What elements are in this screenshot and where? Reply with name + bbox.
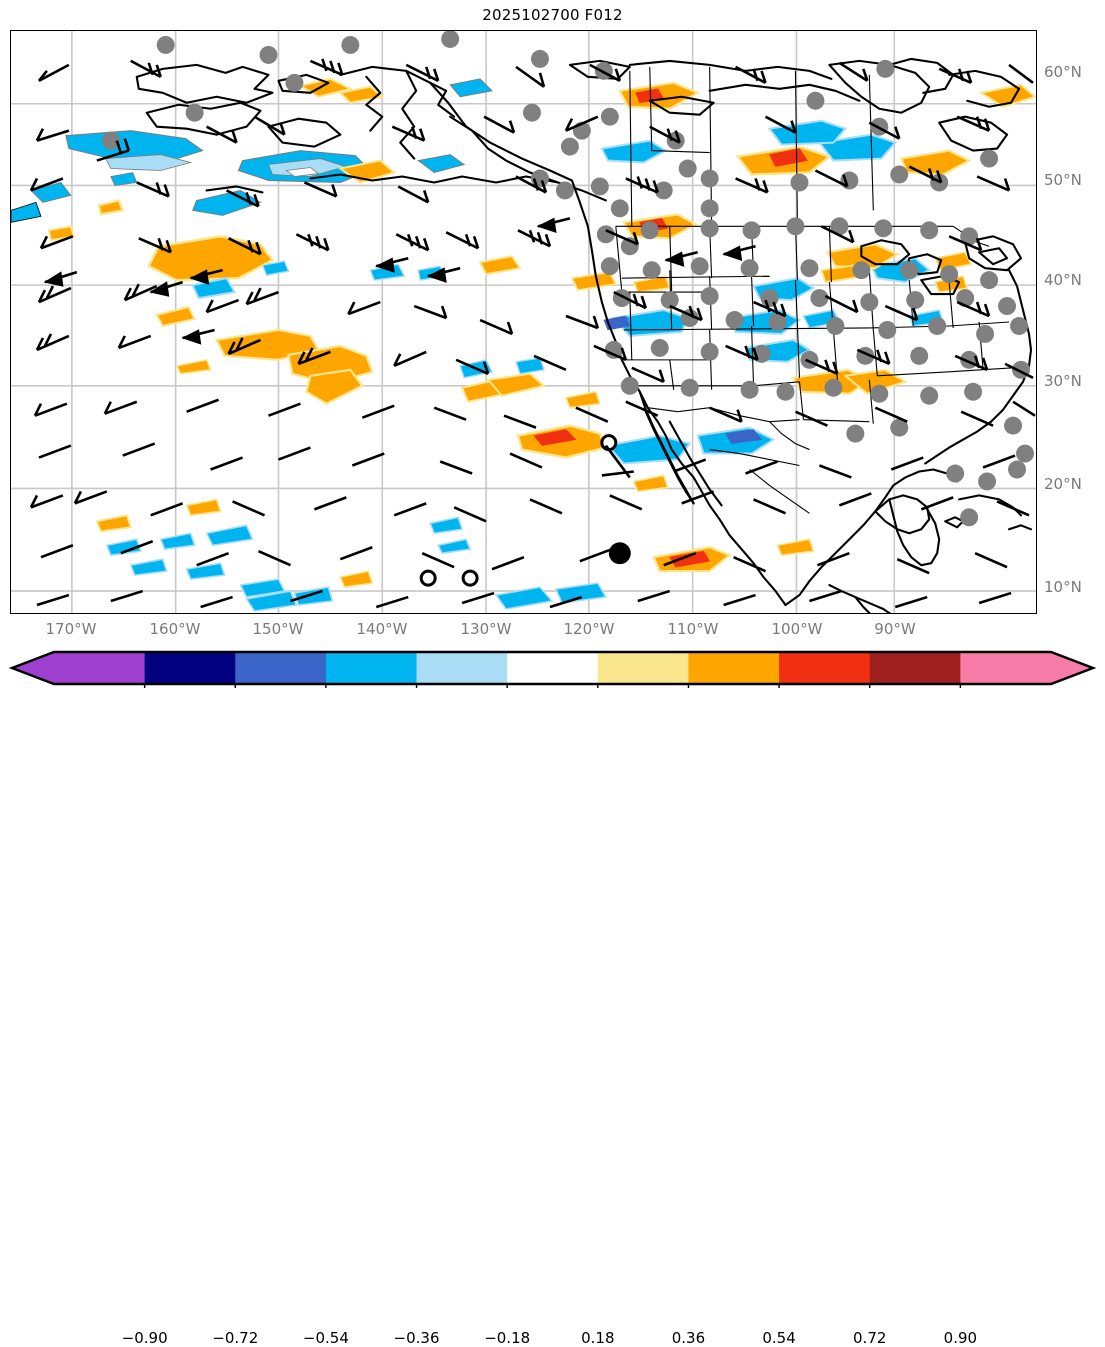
lat-label-20n: 20°N [1044,475,1082,493]
map-canvas [11,31,1036,613]
colorbar-tick-label: −0.90 [121,1329,168,1347]
lon-label-110w: 110°W [667,620,719,638]
colorbar-segment [688,652,780,684]
colorbar-segment [597,652,689,684]
lon-label-140w: 140°W [356,620,408,638]
open-marker [461,569,479,587]
colorbar-segment [416,652,508,684]
colorbar-tick-label: 0.18 [581,1329,615,1347]
lon-label-160w: 160°W [149,620,201,638]
colorbar-segment [507,652,599,684]
colorbar-segment [54,652,146,684]
lat-label-10n: 10°N [1044,578,1082,596]
lon-label-150w: 150°W [252,620,304,638]
colorbar-segment [235,652,327,684]
filled-marker [608,542,631,565]
colorbar-tick-label: −0.18 [484,1329,531,1347]
lon-label-130w: 130°W [460,620,512,638]
colorbar-segment [960,652,1052,684]
lon-label-170w: 170°W [45,620,97,638]
colorbar-extend-min [12,652,54,684]
colorbar-tick-label: 0.36 [671,1329,706,1347]
colorbar-segment [325,652,418,684]
lat-label-60n: 60°N [1044,63,1082,81]
open-marker [419,569,437,587]
lat-label-30n: 30°N [1044,372,1082,390]
highlight-markers [419,434,631,587]
filled-contours [11,77,1036,612]
colorbar-tick-label: −0.54 [302,1329,349,1347]
colorbar[interactable]: −0.90 −0.72 −0.54 −0.36 −0.18 0.18 0.36 0.54 0.7… [0,648,1105,1347]
colorbar-tick-label: 0.90 [943,1329,978,1347]
colorbar-segment [779,652,871,684]
page-title: 2025102700 F012 [482,6,623,24]
colorbar-tick-label: −0.36 [393,1329,440,1347]
colorbar-segment [869,652,961,684]
colorbar-tick-label: 0.54 [762,1329,796,1347]
lon-label-90w: 90°W [874,620,916,638]
colorbar-extend-max [1051,652,1093,684]
wind-barbs [29,58,1036,609]
map-panel[interactable] [10,30,1037,614]
colorbar-swatches [8,650,1097,688]
colorbar-outline [8,650,1097,686]
lat-label-50n: 50°N [1044,171,1082,189]
lat-label-40n: 40°N [1044,271,1082,289]
colorbar-segment [144,652,236,684]
colorbar-tick-label: 0.72 [853,1329,887,1347]
lon-label-120w: 120°W [563,620,615,638]
figure-root: 2025102700 F012 [0,6,1105,1347]
lon-label-100w: 100°W [771,620,823,638]
colorbar-tick-label: −0.72 [212,1329,259,1347]
